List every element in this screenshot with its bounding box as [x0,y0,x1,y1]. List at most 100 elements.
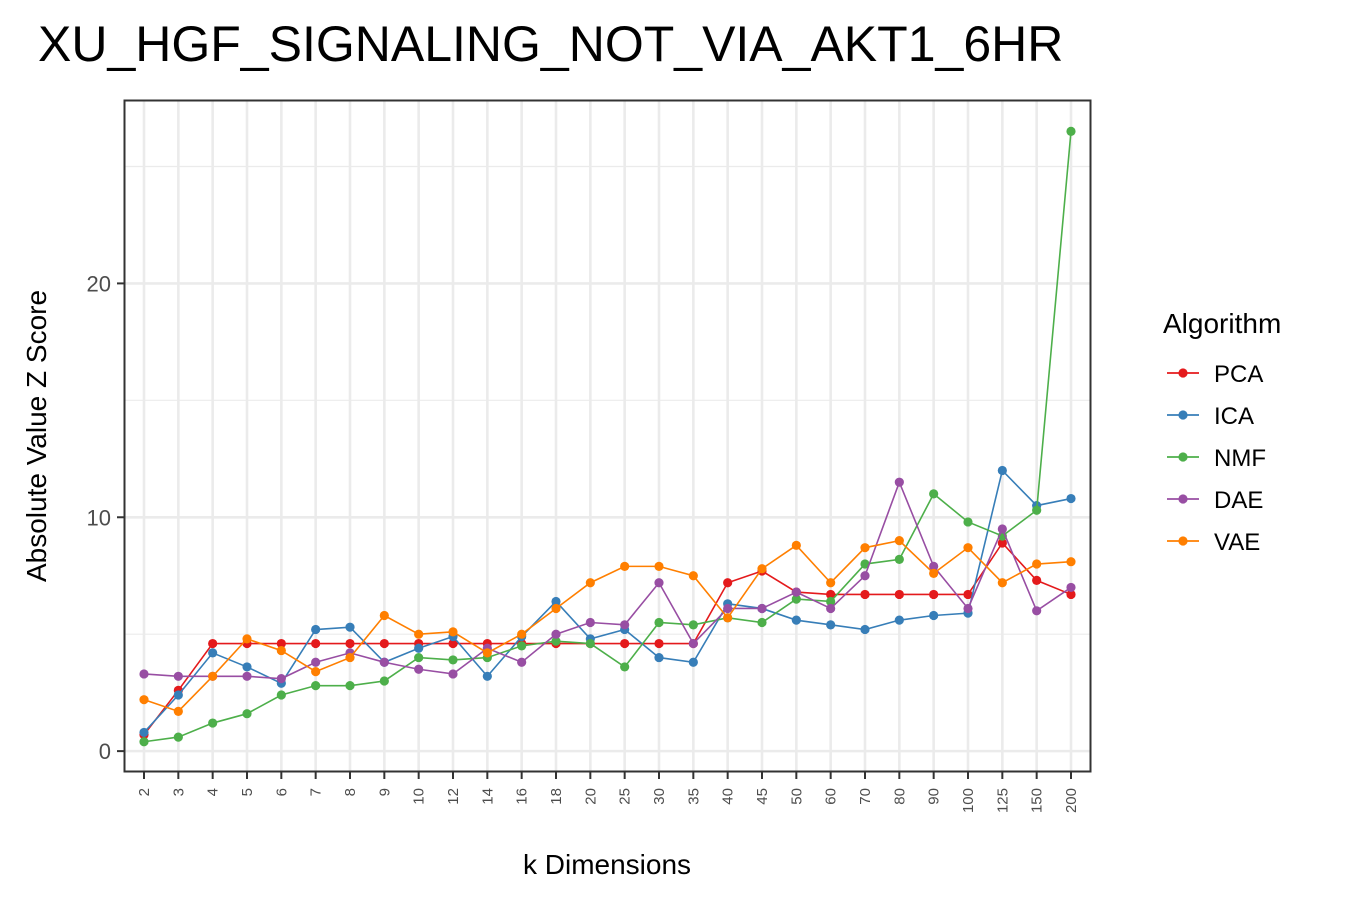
data-point [173,706,183,716]
data-point [963,589,973,600]
data-point [173,671,183,681]
data-point [997,465,1007,476]
data-point [345,622,355,632]
x-tick-label: 25 [617,788,634,805]
data-point [1032,575,1042,586]
data-point [757,603,767,614]
data-point [208,718,218,728]
data-point [379,610,389,621]
data-point [345,652,355,663]
data-point [826,596,836,607]
data-point [414,664,424,674]
data-point [963,603,973,614]
data-point [276,645,286,656]
x-tick-label: 16 [514,788,531,805]
data-point [791,587,801,597]
data-point [997,524,1007,534]
data-point [551,596,561,607]
legend-item-vae: VAE [1167,529,1260,556]
data-point [1032,559,1042,569]
legend-item-ica: ICA [1167,403,1254,430]
x-tick-label: 70 [857,788,874,805]
data-point [757,617,767,628]
x-tick-label: 10 [411,788,428,805]
y-axis: 0 10 20 [87,271,125,764]
data-point [139,727,149,738]
data-point [379,676,389,686]
panel-border [123,99,1092,773]
legend-label: ICA [1214,403,1254,430]
data-point [791,540,801,550]
data-point [448,655,458,665]
data-point [723,578,733,588]
x-tick-label: 125 [994,788,1011,813]
data-point [791,615,801,625]
data-point [551,603,561,614]
data-point [276,638,286,649]
legend-title: Algorithm [1163,308,1281,339]
data-point [242,662,252,672]
data-point [929,589,939,600]
y-tick-label: 10 [87,505,111,530]
data-point [894,554,904,564]
legend-label: NMF [1214,445,1266,472]
data-point [551,629,561,639]
data-point [723,603,733,614]
data-point [208,638,218,649]
legend-label: PCA [1214,361,1263,388]
data-point [654,638,664,649]
data-point [620,662,630,672]
x-tick-label: 4 [205,788,222,796]
data-point [654,617,664,628]
data-point [620,620,630,630]
data-point [723,613,733,623]
data-point [1066,582,1076,593]
x-tick-label: 60 [823,788,840,805]
series-line [143,479,1072,680]
data-point [414,652,424,663]
legend: Algorithm PCA ICA NMF DAE VAE [1163,308,1281,556]
data-point [242,671,252,681]
data-point [448,627,458,637]
data-point [894,536,904,546]
data-point [517,641,527,651]
data-point [414,643,424,653]
data-point [1066,589,1076,600]
x-tick-label: 2 [136,788,153,796]
data-point [860,624,870,635]
data-point [757,564,767,574]
data-point [379,657,389,667]
data-point [1032,606,1042,616]
x-tick-label: 6 [273,788,290,796]
legend-key-point [1178,410,1188,420]
data-point [482,671,492,681]
series-nmf [139,126,1076,747]
data-point [448,669,458,679]
x-tick-label: 80 [891,788,908,805]
x-tick-label: 40 [720,788,737,805]
legend-key-point [1178,494,1188,504]
x-tick-label: 5 [239,788,256,796]
data-point [311,667,321,677]
legend-label: VAE [1214,529,1260,556]
x-tick-label: 9 [376,788,393,796]
data-point [139,669,149,679]
data-point [860,559,870,569]
data-point [1032,505,1042,515]
data-point [654,578,664,588]
x-tick-label: 3 [170,788,187,796]
data-point [860,571,870,581]
data-point [826,603,836,614]
data-point [345,681,355,691]
series-layer [139,126,1076,747]
data-point [826,620,836,630]
data-point [826,578,836,588]
data-point [688,620,698,630]
data-point [894,477,904,487]
data-point [242,709,252,719]
series-line [143,541,1072,736]
data-point [654,652,664,663]
x-tick-label: 90 [926,788,943,805]
data-point [379,638,389,649]
y-tick-label: 20 [87,271,111,296]
